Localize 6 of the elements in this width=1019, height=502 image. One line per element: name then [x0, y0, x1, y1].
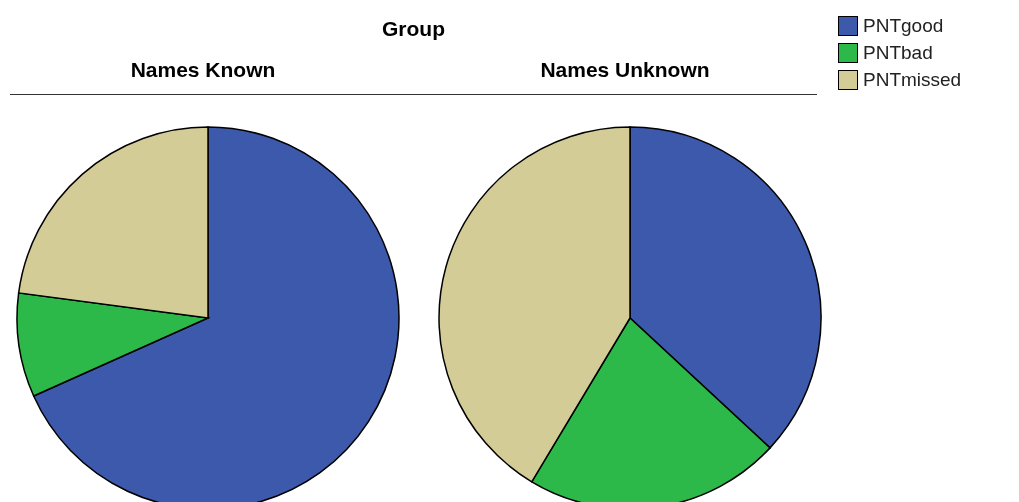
- legend-label: PNTmissed: [863, 68, 962, 91]
- chart-title: Names Unknown: [539, 58, 711, 82]
- legend-label: PNTgood: [863, 14, 944, 37]
- text: Names Known: [129, 58, 277, 82]
- legend-label: PNTbad: [863, 41, 933, 64]
- text: Group: [381, 17, 446, 41]
